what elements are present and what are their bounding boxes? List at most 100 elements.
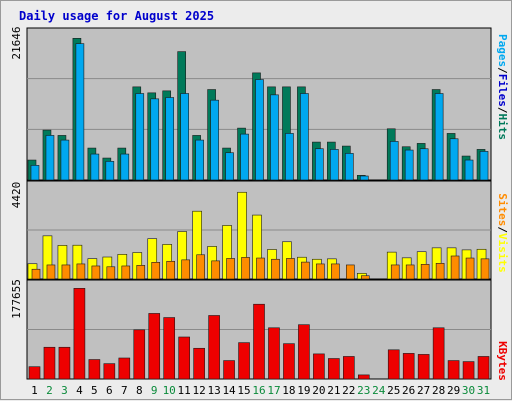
bar-sites-22 bbox=[346, 264, 355, 280]
y-max-label-bottom: 177655 bbox=[10, 279, 23, 319]
x-tick-label-27: 27 bbox=[417, 384, 430, 397]
legend-bottom-part-0: KBytes bbox=[496, 341, 509, 381]
bar-files-13 bbox=[210, 99, 219, 181]
bar-sites-21 bbox=[331, 263, 340, 280]
bar-files-10 bbox=[165, 97, 175, 181]
bar-kbytes-3 bbox=[58, 346, 71, 380]
bar-sites-25 bbox=[390, 264, 400, 280]
bar-sites-16 bbox=[256, 257, 265, 280]
x-tick-label-21: 21 bbox=[327, 384, 340, 397]
bar-kbytes-17 bbox=[268, 327, 280, 380]
bar-sites-4 bbox=[76, 263, 86, 280]
legend-top-part-0: Pages bbox=[496, 34, 509, 67]
x-tick-label-4: 4 bbox=[76, 384, 83, 397]
bar-files-12 bbox=[195, 139, 204, 181]
x-tick-label-19: 19 bbox=[297, 384, 310, 397]
bar-sites-17 bbox=[271, 258, 280, 280]
bar-files-16 bbox=[255, 79, 264, 181]
bar-files-25 bbox=[389, 141, 399, 181]
bar-sites-5 bbox=[91, 265, 101, 280]
bar-kbytes-7 bbox=[118, 357, 131, 380]
legend-top-part-3: / bbox=[496, 107, 509, 114]
x-tick-label-20: 20 bbox=[312, 384, 325, 397]
bar-files-11 bbox=[180, 93, 189, 181]
bar-files-9 bbox=[150, 98, 160, 181]
chart-bars bbox=[27, 38, 490, 380]
x-tick-label-10: 10 bbox=[163, 384, 176, 397]
x-tick-label-31: 31 bbox=[477, 384, 490, 397]
bar-kbytes-25 bbox=[387, 349, 400, 380]
bar-sites-27 bbox=[420, 264, 430, 280]
x-tick-label-8: 8 bbox=[136, 384, 143, 397]
x-tick-label-1: 1 bbox=[31, 384, 38, 397]
bar-kbytes-23 bbox=[357, 374, 370, 380]
bar-sites-10 bbox=[166, 260, 176, 280]
bar-sites-19 bbox=[301, 261, 310, 280]
bar-kbytes-8 bbox=[133, 329, 146, 380]
bar-kbytes-4 bbox=[73, 288, 86, 380]
bar-files-31 bbox=[479, 151, 489, 181]
bar-files-20 bbox=[315, 148, 324, 181]
bar-kbytes-18 bbox=[283, 343, 295, 380]
bar-files-6 bbox=[105, 161, 115, 181]
bar-files-5 bbox=[90, 153, 100, 181]
y-max-label-top: 21646 bbox=[10, 26, 23, 59]
y-max-label-middle: 4420 bbox=[10, 182, 23, 209]
bar-kbytes-28 bbox=[432, 327, 445, 380]
legend-top: Pages/Files/Hits bbox=[496, 34, 509, 140]
bar-files-27 bbox=[419, 148, 429, 181]
bar-sites-29 bbox=[450, 255, 460, 280]
legend-middle-part-1: / bbox=[496, 226, 509, 233]
bar-kbytes-26 bbox=[402, 353, 415, 380]
legend-middle-part-0: Sites bbox=[496, 193, 509, 226]
x-tick-label-9: 9 bbox=[151, 384, 158, 397]
bar-kbytes-12 bbox=[193, 347, 205, 380]
bar-kbytes-15 bbox=[238, 342, 250, 380]
bar-sites-3 bbox=[61, 264, 71, 280]
bar-sites-14 bbox=[226, 258, 235, 280]
bar-sites-6 bbox=[106, 266, 116, 280]
bar-files-14 bbox=[225, 152, 234, 181]
x-tick-label-28: 28 bbox=[432, 384, 445, 397]
bar-files-4 bbox=[75, 43, 85, 181]
bar-files-2 bbox=[45, 135, 55, 181]
legend-top-part-4: Hits bbox=[496, 114, 509, 141]
x-tick-label-14: 14 bbox=[222, 384, 236, 397]
x-tick-label-16: 16 bbox=[252, 384, 265, 397]
bar-files-15 bbox=[240, 133, 249, 181]
bar-files-3 bbox=[60, 139, 70, 181]
x-tick-label-25: 25 bbox=[387, 384, 400, 397]
bar-files-18 bbox=[285, 133, 294, 181]
bar-files-8 bbox=[135, 93, 145, 181]
bar-kbytes-6 bbox=[103, 363, 116, 380]
bar-kbytes-14 bbox=[223, 360, 235, 380]
bar-sites-8 bbox=[136, 265, 146, 280]
bar-kbytes-5 bbox=[88, 359, 101, 380]
legend-middle-part-2: Visits bbox=[496, 233, 509, 273]
bar-kbytes-21 bbox=[328, 358, 340, 380]
x-tick-label-15: 15 bbox=[237, 384, 250, 397]
x-tick-label-3: 3 bbox=[61, 384, 68, 397]
bar-sites-2 bbox=[46, 264, 56, 280]
x-tick-label-18: 18 bbox=[282, 384, 295, 397]
x-tick-label-29: 29 bbox=[447, 384, 460, 397]
bar-sites-7 bbox=[121, 265, 131, 280]
bar-kbytes-29 bbox=[447, 360, 460, 380]
bar-kbytes-11 bbox=[178, 336, 190, 380]
bar-files-17 bbox=[270, 94, 279, 181]
bar-kbytes-20 bbox=[313, 353, 325, 380]
bar-files-23 bbox=[359, 175, 369, 181]
x-tick-label-26: 26 bbox=[402, 384, 415, 397]
bar-files-28 bbox=[434, 93, 444, 181]
bar-sites-9 bbox=[151, 262, 161, 280]
bar-sites-13 bbox=[211, 260, 220, 280]
bar-files-26 bbox=[404, 149, 414, 181]
bar-sites-11 bbox=[181, 259, 190, 280]
bar-kbytes-22 bbox=[343, 356, 355, 380]
x-tick-label-5: 5 bbox=[91, 384, 98, 397]
bar-files-21 bbox=[330, 149, 339, 181]
bar-files-1 bbox=[30, 165, 40, 181]
legend-middle: Sites/Visits bbox=[496, 193, 509, 273]
